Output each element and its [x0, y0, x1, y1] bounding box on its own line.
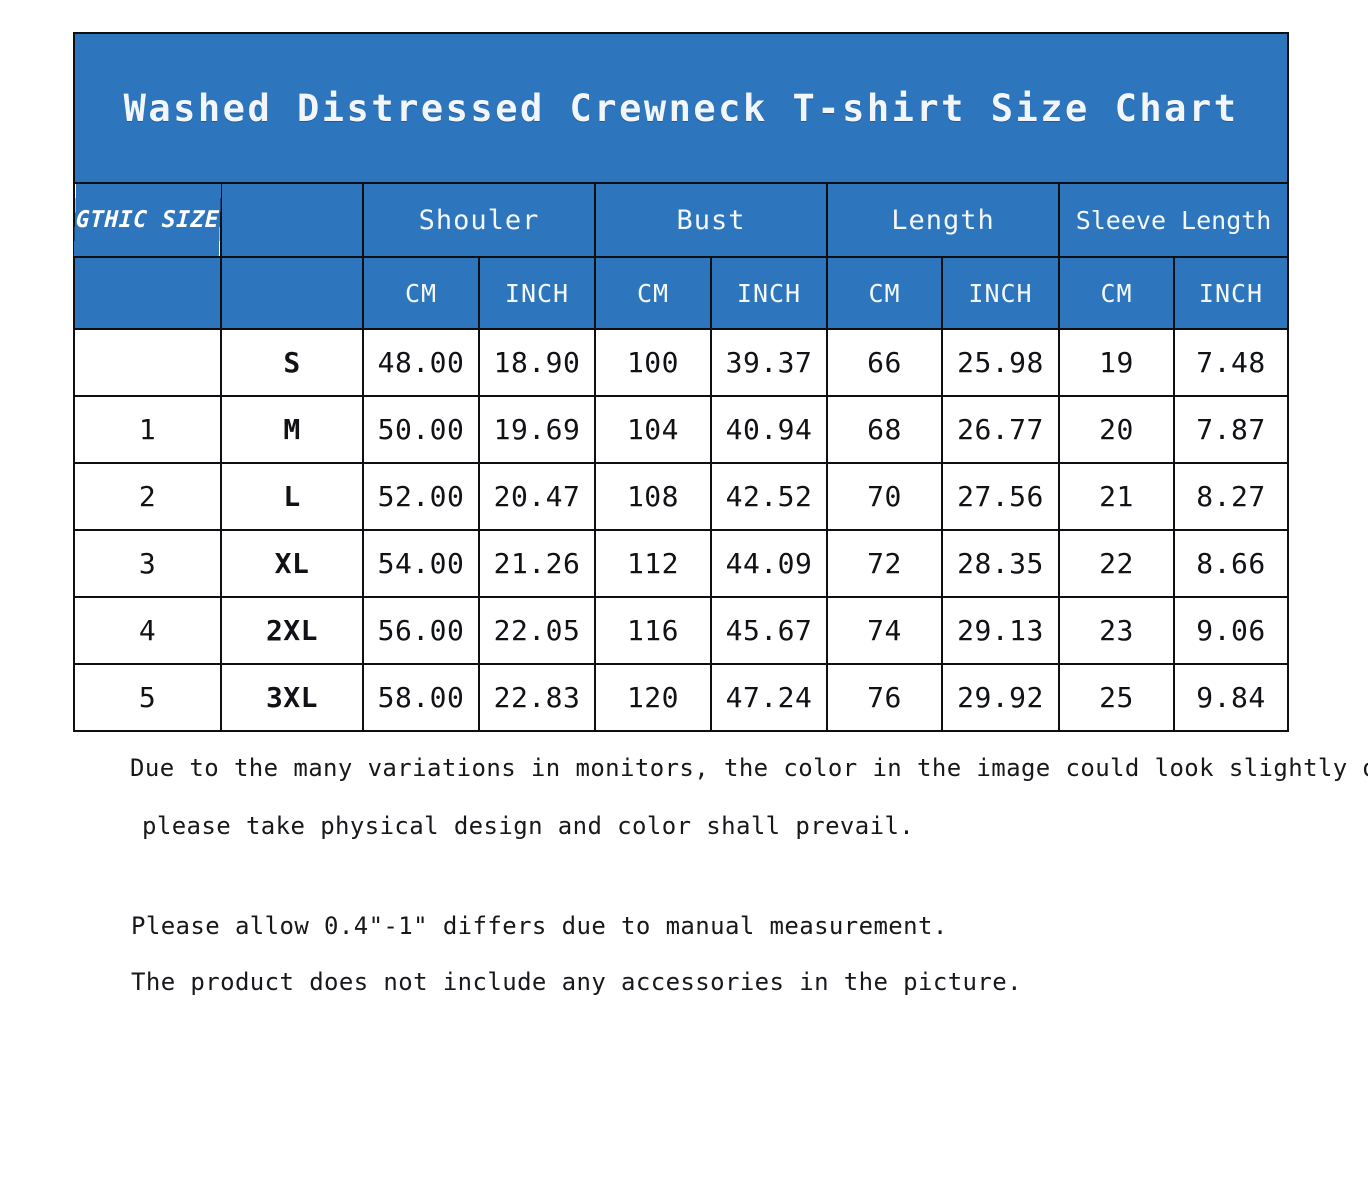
unit-header-shoulder-inch: INCH [478, 256, 596, 330]
cell-length-inch: 29.92 [941, 663, 1060, 732]
cell-shoulder-cm: 56.00 [362, 596, 480, 665]
row-index: 3 [73, 529, 222, 598]
cell-length-inch: 29.13 [941, 596, 1060, 665]
cell-bust-inch: 39.37 [710, 328, 828, 397]
table-row: 3 XL 54.00 21.26 112 44.09 72 28.35 22 8… [73, 529, 1290, 598]
cell-bust-cm: 100 [594, 328, 712, 397]
unit-header-row: CM INCH CM INCH CM INCH CM INCH [73, 256, 1290, 330]
row-size: S [220, 328, 364, 397]
cell-length-inch: 28.35 [941, 529, 1060, 598]
cell-bust-inch: 40.94 [710, 395, 828, 464]
cell-length-inch: 27.56 [941, 462, 1060, 531]
unit-header-blank-2 [220, 256, 364, 330]
cell-shoulder-cm: 58.00 [362, 663, 480, 732]
row-size: 3XL [220, 663, 364, 732]
cell-bust-cm: 116 [594, 596, 712, 665]
unit-header-bust-cm: CM [594, 256, 712, 330]
cell-length-cm: 72 [826, 529, 943, 598]
row-index: 2 [73, 462, 222, 531]
cell-length-cm: 68 [826, 395, 943, 464]
cell-bust-inch: 47.24 [710, 663, 828, 732]
cell-shoulder-inch: 21.26 [478, 529, 596, 598]
unit-header-length-cm: CM [826, 256, 943, 330]
cell-shoulder-inch: 18.90 [478, 328, 596, 397]
cell-sleeve-inch: 8.27 [1172, 462, 1290, 531]
cell-sleeve-cm: 19 [1058, 328, 1175, 397]
cell-sleeve-inch: 7.48 [1172, 328, 1290, 397]
note-manual-measurement: Please allow 0.4"-1" differs due to manu… [131, 912, 948, 940]
row-index [73, 328, 222, 397]
cell-bust-inch: 44.09 [710, 529, 828, 598]
row-size: L [220, 462, 364, 531]
cell-shoulder-inch: 22.83 [478, 663, 596, 732]
row-size: XL [220, 529, 364, 598]
cell-sleeve-cm: 22 [1058, 529, 1175, 598]
note-no-accessories: The product does not include any accesso… [131, 968, 1022, 996]
cell-length-cm: 76 [826, 663, 943, 732]
cell-shoulder-inch: 19.69 [478, 395, 596, 464]
cell-length-cm: 70 [826, 462, 943, 531]
cell-sleeve-inch: 8.66 [1172, 529, 1290, 598]
title-row: Washed Distressed Crewneck T-shirt Size … [72, 32, 1290, 184]
table-row: 4 2XL 56.00 22.05 116 45.67 74 29.13 23 … [73, 596, 1290, 665]
cell-sleeve-inch: 9.06 [1172, 596, 1290, 665]
cell-bust-cm: 120 [594, 663, 712, 732]
cell-bust-inch: 42.52 [710, 462, 828, 531]
group-header-shoulder: Shouler [362, 182, 596, 258]
note-monitor-variation-line1: Due to the many variations in monitors, … [130, 754, 1368, 782]
cell-bust-inch: 45.67 [710, 596, 828, 665]
page-title: Washed Distressed Crewneck T-shirt Size … [72, 32, 1290, 184]
row-index: 4 [73, 596, 222, 665]
cell-shoulder-cm: 50.00 [362, 395, 480, 464]
row-index: 1 [73, 395, 222, 464]
group-header-length: Length [826, 182, 1060, 258]
cell-length-cm: 74 [826, 596, 943, 665]
cell-sleeve-inch: 9.84 [1172, 663, 1290, 732]
cell-sleeve-cm: 23 [1058, 596, 1175, 665]
cell-sleeve-cm: 21 [1058, 462, 1175, 531]
table-row: S 48.00 18.90 100 39.37 66 25.98 19 7.48 [73, 328, 1290, 397]
cell-bust-cm: 108 [594, 462, 712, 531]
gthic-size-label: GTHIC SIZE [72, 183, 223, 257]
row-size: M [220, 395, 364, 464]
unit-header-bust-inch: INCH [710, 256, 828, 330]
unit-header-blank-1 [73, 256, 222, 330]
group-header-row: GTHIC SIZE Shouler Bust Length Sleeve Le… [72, 182, 1290, 258]
unit-header-sleeve-inch: INCH [1172, 256, 1290, 330]
note-monitor-variation-line2: please take physical design and color sh… [142, 812, 915, 840]
unit-header-sleeve-cm: CM [1058, 256, 1175, 330]
cell-sleeve-inch: 7.87 [1172, 395, 1290, 464]
cell-shoulder-cm: 52.00 [362, 462, 480, 531]
cell-shoulder-cm: 54.00 [362, 529, 480, 598]
cell-shoulder-cm: 48.00 [362, 328, 480, 397]
table-row: 2 L 52.00 20.47 108 42.52 70 27.56 21 8.… [73, 462, 1290, 531]
group-header-sleeve-length: Sleeve Length [1057, 182, 1290, 258]
cell-length-inch: 25.98 [941, 328, 1060, 397]
cell-shoulder-inch: 20.47 [478, 462, 596, 531]
cell-shoulder-inch: 22.05 [478, 596, 596, 665]
cell-bust-cm: 104 [594, 395, 712, 464]
group-header-bust: Bust [594, 182, 828, 258]
table-row: 5 3XL 58.00 22.83 120 47.24 76 29.92 25 … [73, 663, 1290, 732]
unit-header-length-inch: INCH [941, 256, 1060, 330]
cell-sleeve-cm: 20 [1058, 395, 1175, 464]
cell-bust-cm: 112 [594, 529, 712, 598]
cell-sleeve-cm: 25 [1058, 663, 1175, 732]
unit-header-shoulder-cm: CM [362, 256, 480, 330]
row-index: 5 [73, 663, 222, 732]
cell-length-inch: 26.77 [941, 395, 1060, 464]
size-chart-table: Washed Distressed Crewneck T-shirt Size … [72, 32, 1290, 732]
cell-length-cm: 66 [826, 328, 943, 397]
row-size: 2XL [220, 596, 364, 665]
table-row: 1 M 50.00 19.69 104 40.94 68 26.77 20 7.… [73, 395, 1290, 464]
size-column-header-blank [220, 182, 364, 258]
